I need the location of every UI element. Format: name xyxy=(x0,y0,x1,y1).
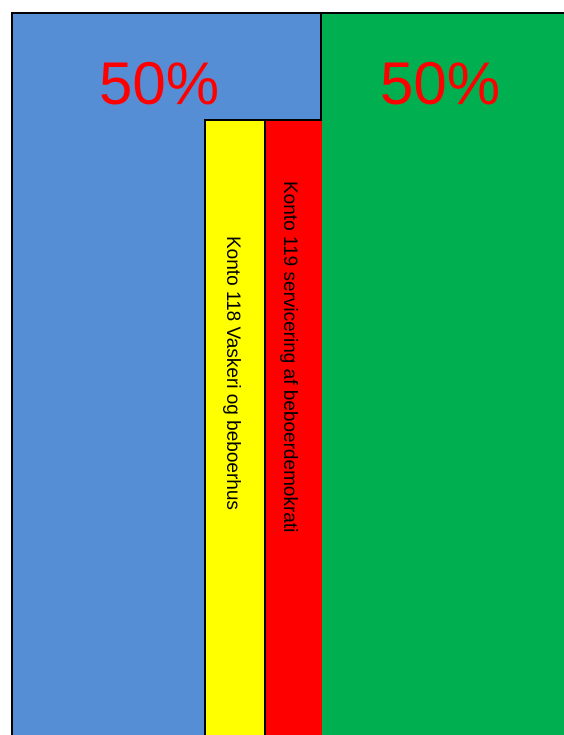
right-half-block xyxy=(320,12,564,735)
konto-118-label: Konto 118 Vaskeri og beboerhus xyxy=(222,236,243,510)
konto-119-label: Konto 119 servicering af beboerdemokrati xyxy=(279,181,300,533)
konto-119-bar xyxy=(264,119,322,735)
left-percent-label: 50% xyxy=(99,50,220,117)
konto-118-bar xyxy=(204,119,266,735)
right-percent-label: 50% xyxy=(380,50,501,117)
